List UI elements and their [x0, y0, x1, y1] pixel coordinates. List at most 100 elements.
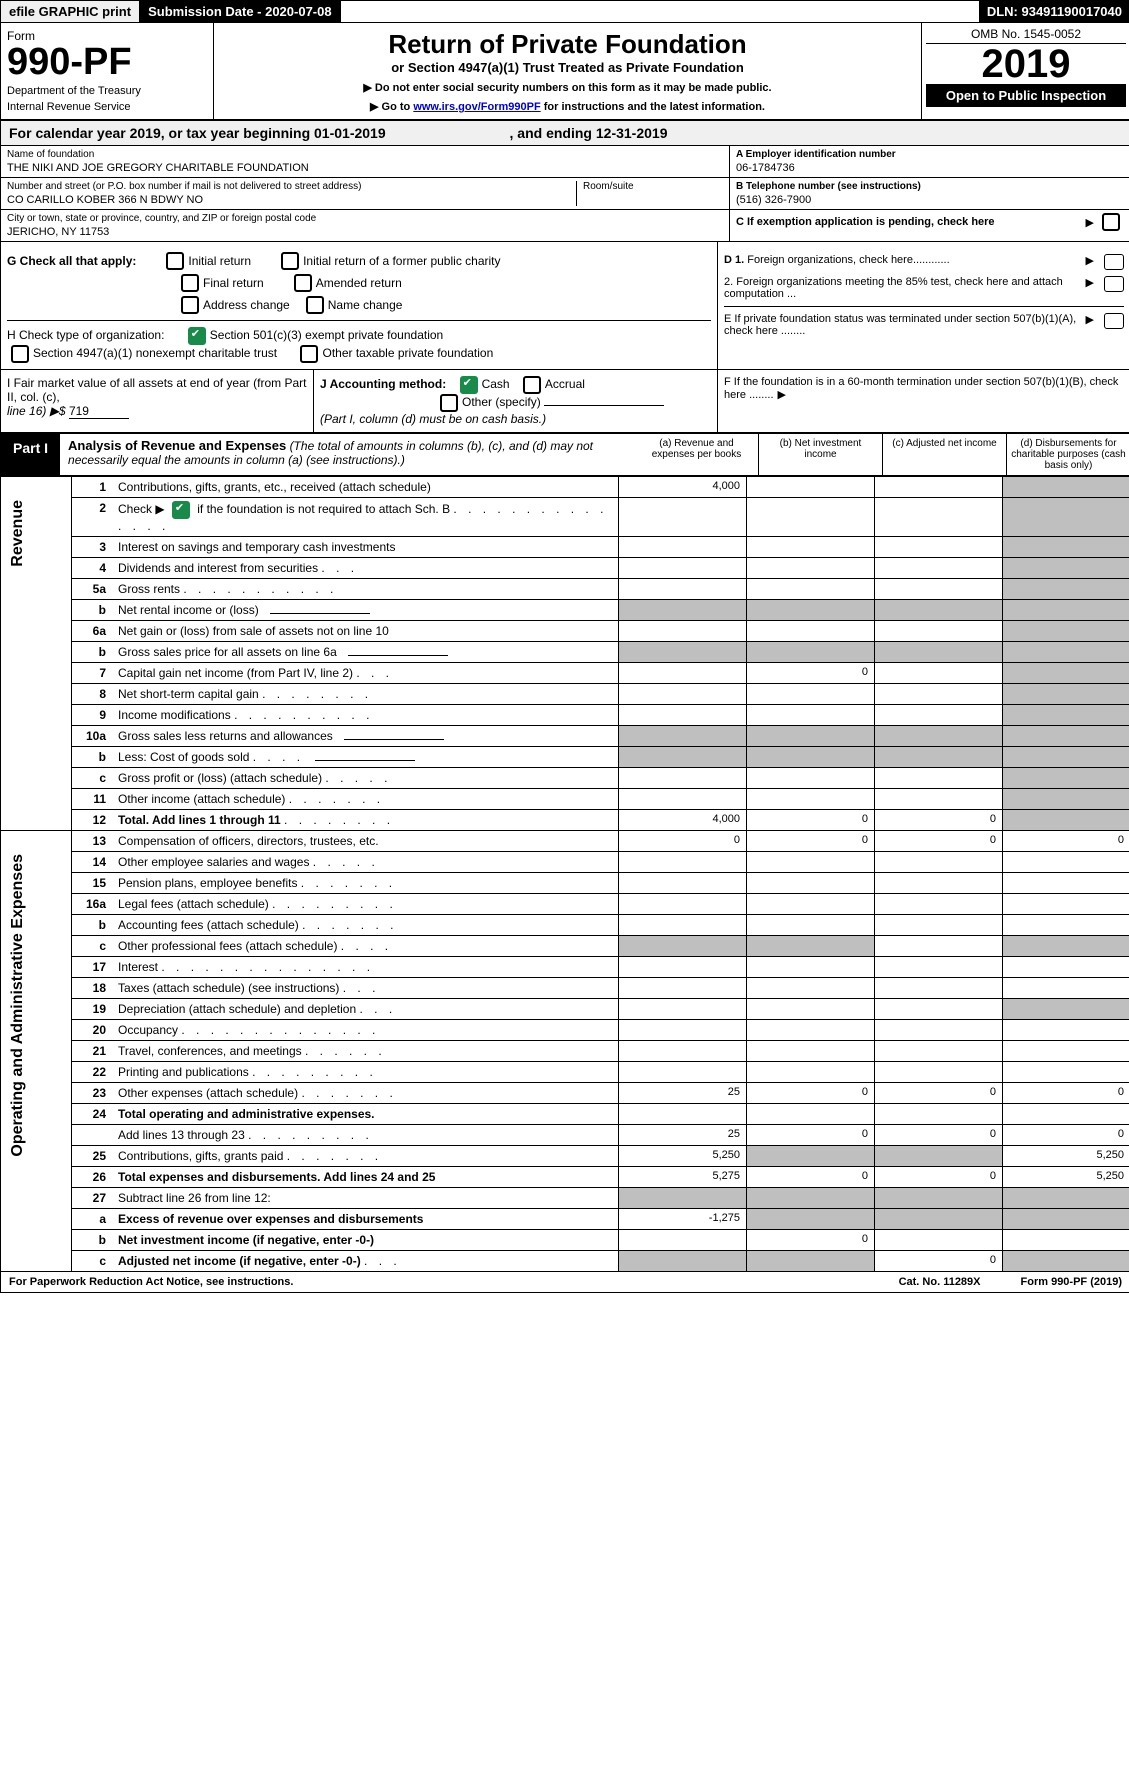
row-number: 9 [72, 705, 113, 726]
row-number: 4 [72, 558, 113, 579]
addr-change-checkbox[interactable] [181, 296, 199, 314]
final-label: Final return [203, 276, 264, 290]
tel-cell: B Telephone number (see instructions) (5… [730, 178, 1129, 210]
cell-col-b [747, 936, 875, 957]
row-number: 27 [72, 1188, 113, 1209]
table-row: 8Net short-term capital gain . . . . . .… [1, 684, 1129, 705]
cell-col-a [619, 726, 747, 747]
cell-col-a [619, 600, 747, 621]
sec4947-checkbox[interactable] [11, 345, 29, 363]
name-change-label: Name change [328, 298, 403, 312]
cell-col-c [875, 936, 1003, 957]
row-desc: Depreciation (attach schedule) and deple… [112, 999, 619, 1020]
row-desc: Total. Add lines 1 through 11 . . . . . … [112, 810, 619, 831]
foundation-name: THE NIKI AND JOE GREGORY CHARITABLE FOUN… [7, 162, 723, 174]
d1-text: Foreign organizations, check here.......… [747, 254, 949, 266]
cell-col-d [1003, 558, 1129, 579]
cell-col-a [619, 852, 747, 873]
row-desc: Net gain or (loss) from sale of assets n… [112, 621, 619, 642]
table-row: 5aGross rents . . . . . . . . . . . [1, 579, 1129, 600]
row-number: 10a [72, 726, 113, 747]
cell-col-d [1003, 1251, 1129, 1272]
g-row-3: Address change Name change [177, 296, 711, 314]
row-desc: Adjusted net income (if negative, enter … [112, 1251, 619, 1272]
col-d-header: (d) Disbursements for charitable purpose… [1006, 434, 1129, 475]
name-change-checkbox[interactable] [306, 296, 324, 314]
row-number: 7 [72, 663, 113, 684]
initial-former-checkbox[interactable] [281, 252, 299, 270]
sch-b-checkbox[interactable] [172, 501, 190, 519]
cell-col-c [875, 600, 1003, 621]
d2-checkbox[interactable] [1104, 276, 1124, 292]
cell-col-a: 5,250 [619, 1146, 747, 1167]
e-text: E If private foundation status was termi… [724, 313, 1082, 337]
cal-pre: For calendar year 2019, or tax year begi… [9, 125, 314, 141]
cell-col-a [619, 705, 747, 726]
table-row: aExcess of revenue over expenses and dis… [1, 1209, 1129, 1230]
cell-col-d: 0 [1003, 1125, 1129, 1146]
main-table: Revenue1Contributions, gifts, grants, et… [1, 476, 1129, 1272]
cell-col-c [875, 1146, 1003, 1167]
instr-2: ▶ Go to www.irs.gov/Form990PF for instru… [220, 100, 915, 113]
cash-label: Cash [482, 377, 510, 391]
cell-col-c [875, 579, 1003, 600]
form-number: 990-PF [7, 43, 207, 81]
cell-col-c [875, 873, 1003, 894]
row-number: b [72, 642, 113, 663]
row-desc: Other expenses (attach schedule) . . . .… [112, 1083, 619, 1104]
final-checkbox[interactable] [181, 274, 199, 292]
info-left: Name of foundation THE NIKI AND JOE GREG… [1, 146, 729, 241]
other-method-checkbox[interactable] [440, 394, 458, 412]
sec501-checkbox[interactable] [188, 327, 206, 345]
arrow-icon: ▶ [1086, 216, 1094, 229]
cell-col-a [619, 894, 747, 915]
e-checkbox[interactable] [1104, 313, 1124, 329]
row-number: 26 [72, 1167, 113, 1188]
other-specify-field[interactable] [544, 405, 664, 406]
cell-col-a [619, 1188, 747, 1209]
info-block: Name of foundation THE NIKI AND JOE GREG… [1, 146, 1129, 242]
cell-col-b: 0 [747, 1125, 875, 1146]
cell-col-d [1003, 1062, 1129, 1083]
c-checkbox[interactable] [1102, 213, 1120, 231]
cell-col-d [1003, 498, 1129, 537]
cell-col-d [1003, 600, 1129, 621]
col-b-header: (b) Net investment income [758, 434, 882, 475]
cell-col-c [875, 537, 1003, 558]
instr-link[interactable]: www.irs.gov/Form990PF [413, 101, 540, 113]
row-desc: Accounting fees (attach schedule) . . . … [112, 915, 619, 936]
cell-col-d [1003, 852, 1129, 873]
d1-checkbox[interactable] [1104, 254, 1124, 270]
amended-checkbox[interactable] [294, 274, 312, 292]
addr-change-label: Address change [203, 298, 290, 312]
cell-col-a [619, 957, 747, 978]
cell-col-d: 5,250 [1003, 1167, 1129, 1188]
cash-checkbox[interactable] [460, 376, 478, 394]
table-row: 18Taxes (attach schedule) (see instructi… [1, 978, 1129, 999]
cell-col-b [747, 852, 875, 873]
city: JERICHO, NY 11753 [7, 226, 723, 238]
accrual-checkbox[interactable] [523, 376, 541, 394]
other-taxable-checkbox[interactable] [300, 345, 318, 363]
cell-col-c [875, 789, 1003, 810]
cell-col-c: 0 [875, 1167, 1003, 1188]
row-desc: Compensation of officers, directors, tru… [112, 831, 619, 852]
cell-col-c [875, 663, 1003, 684]
cell-col-d [1003, 810, 1129, 831]
cell-col-b [747, 579, 875, 600]
row-desc: Total expenses and disbursements. Add li… [112, 1167, 619, 1188]
room-label: Room/suite [583, 181, 723, 192]
arrow-icon: ▶ [1086, 313, 1094, 337]
ein-label: A Employer identification number [736, 149, 1124, 160]
i-value: 719 [69, 404, 129, 419]
header-center: Return of Private Foundation or Section … [214, 23, 921, 119]
cell-col-c [875, 558, 1003, 579]
i-line: line 16) ▶$ [7, 404, 66, 418]
efile-label: efile GRAPHIC print [1, 1, 140, 22]
cell-col-c: 0 [875, 810, 1003, 831]
cell-col-c [875, 1104, 1003, 1125]
initial-checkbox[interactable] [166, 252, 184, 270]
cell-col-b: 0 [747, 1083, 875, 1104]
cell-col-d [1003, 768, 1129, 789]
cell-col-c [875, 726, 1003, 747]
